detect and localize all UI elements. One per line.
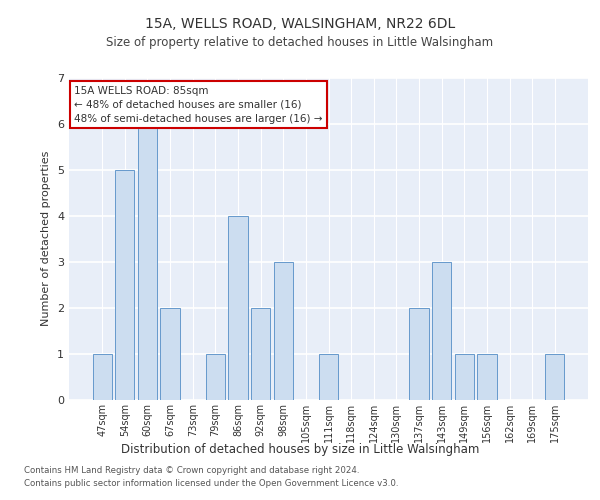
- Bar: [319, 354, 338, 400]
- Bar: [115, 170, 134, 400]
- Bar: [545, 354, 565, 400]
- Bar: [229, 216, 248, 400]
- Bar: [251, 308, 270, 400]
- Bar: [477, 354, 497, 400]
- Text: Size of property relative to detached houses in Little Walsingham: Size of property relative to detached ho…: [106, 36, 494, 49]
- Text: 15A, WELLS ROAD, WALSINGHAM, NR22 6DL: 15A, WELLS ROAD, WALSINGHAM, NR22 6DL: [145, 18, 455, 32]
- Text: Distribution of detached houses by size in Little Walsingham: Distribution of detached houses by size …: [121, 442, 479, 456]
- Bar: [160, 308, 180, 400]
- Bar: [92, 354, 112, 400]
- Bar: [274, 262, 293, 400]
- Bar: [432, 262, 451, 400]
- Text: Contains public sector information licensed under the Open Government Licence v3: Contains public sector information licen…: [24, 478, 398, 488]
- Text: 15A WELLS ROAD: 85sqm
← 48% of detached houses are smaller (16)
48% of semi-deta: 15A WELLS ROAD: 85sqm ← 48% of detached …: [74, 86, 323, 124]
- Bar: [455, 354, 474, 400]
- Bar: [409, 308, 428, 400]
- Text: Contains HM Land Registry data © Crown copyright and database right 2024.: Contains HM Land Registry data © Crown c…: [24, 466, 359, 475]
- Bar: [138, 124, 157, 400]
- Y-axis label: Number of detached properties: Number of detached properties: [41, 151, 52, 326]
- Bar: [206, 354, 225, 400]
